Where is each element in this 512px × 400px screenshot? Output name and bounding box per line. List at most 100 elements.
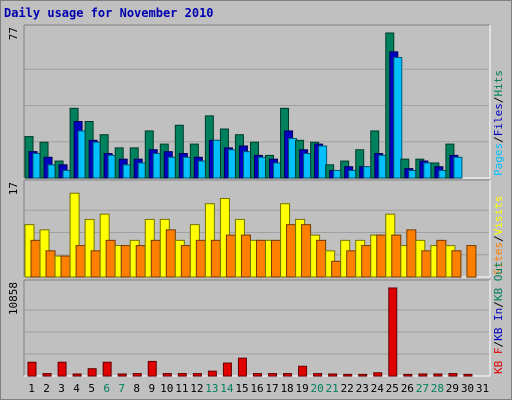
bar-kb-f-day-3 — [57, 361, 67, 377]
legend-separator: / — [492, 235, 505, 242]
bar-kb-f-day-25 — [388, 287, 398, 377]
x-tick-label-day-25: 25 — [386, 382, 399, 395]
bar-kb-f-day-24 — [373, 372, 383, 377]
bar-kb-f-day-14 — [222, 362, 232, 377]
x-tick-label-day-26: 26 — [401, 382, 414, 395]
x-tick-label-day-20: 20 — [311, 382, 324, 395]
x-tick-label-day-31: 31 — [476, 382, 489, 395]
bar-sites-day-11 — [180, 245, 191, 278]
bar-kb-f-day-18 — [283, 373, 293, 377]
bar-sites-day-16 — [255, 239, 266, 278]
x-tick-label-day-1: 1 — [28, 382, 35, 395]
x-tick-label-day-2: 2 — [43, 382, 50, 395]
bar-kb-f-day-29 — [448, 373, 458, 377]
bar-kb-f-day-21 — [328, 373, 338, 377]
bar-sites-day-17 — [271, 239, 282, 278]
bar-kb-f-day-19 — [298, 365, 308, 377]
bar-kb-f-day-6 — [102, 361, 112, 377]
legend-separator: / — [492, 341, 505, 348]
legend-item-pages: Pages — [492, 143, 505, 176]
bar-kb-f-day-16 — [252, 373, 262, 377]
bar-sites-day-10 — [165, 229, 176, 278]
x-tick-label-day-17: 17 — [265, 382, 278, 395]
bar-kb-f-day-2 — [42, 373, 52, 377]
legend-item-hits: Hits — [492, 70, 505, 97]
x-tick-label-day-22: 22 — [341, 382, 354, 395]
x-tick-label-day-23: 23 — [356, 382, 369, 395]
max-label: 17 — [7, 182, 20, 195]
legend-item-files: Files — [492, 103, 505, 136]
x-tick-label-day-6: 6 — [103, 382, 110, 395]
bar-kb-f-day-4 — [72, 373, 82, 377]
legend-separator: / — [492, 97, 505, 104]
legend-hits-files-pages: Pages/Files/Hits — [492, 70, 505, 176]
legend-separator: / — [492, 301, 505, 308]
bar-sites-day-20 — [316, 239, 327, 278]
bar-kb-f-day-8 — [132, 373, 142, 377]
x-tick-label-day-11: 11 — [175, 382, 188, 395]
bar-sites-day-8 — [135, 245, 146, 278]
x-tick-label-day-18: 18 — [280, 382, 293, 395]
bar-sites-day-18 — [286, 224, 297, 278]
bar-kb-f-day-7 — [117, 373, 127, 377]
bar-sites-day-30 — [466, 245, 477, 278]
legend-item-visits: Visits — [492, 196, 505, 236]
bar-kb-f-day-22 — [343, 373, 353, 377]
x-tick-label-day-10: 10 — [160, 382, 173, 395]
x-tick-label-day-27: 27 — [416, 382, 429, 395]
x-tick-label-day-13: 13 — [205, 382, 218, 395]
bar-sites-day-24 — [376, 234, 387, 278]
bar-sites-day-1 — [30, 239, 41, 278]
bar-kb-f-day-10 — [162, 373, 172, 377]
bar-kb-f-day-13 — [207, 370, 217, 377]
bar-sites-day-28 — [436, 239, 447, 278]
bar-sites-day-26 — [406, 229, 417, 278]
bar-sites-day-2 — [45, 250, 56, 278]
bar-sites-day-6 — [105, 239, 116, 278]
bar-sites-day-15 — [240, 234, 251, 278]
bar-sites-day-7 — [120, 245, 131, 278]
x-tick-label-day-19: 19 — [295, 382, 308, 395]
bar-visits-day-5 — [84, 218, 95, 278]
bar-sites-day-9 — [150, 239, 161, 278]
x-tick-label-day-12: 12 — [190, 382, 203, 395]
bar-kb-f-day-11 — [177, 373, 187, 377]
x-tick-label-day-28: 28 — [431, 382, 444, 395]
x-tick-label-day-30: 30 — [461, 382, 474, 395]
bar-kb-f-day-5 — [87, 368, 97, 377]
x-tick-label-day-15: 15 — [235, 382, 248, 395]
bar-sites-day-27 — [421, 250, 432, 278]
bar-sites-day-4 — [75, 245, 86, 278]
x-tick-label-day-7: 7 — [118, 382, 125, 395]
x-tick-label-day-16: 16 — [250, 382, 263, 395]
bar-sites-day-19 — [301, 224, 312, 278]
bar-sites-day-12 — [195, 239, 206, 278]
bar-sites-day-29 — [451, 250, 462, 278]
legend-kbytes: KB F/KB In/KB Out — [492, 261, 505, 374]
bar-kb-f-day-12 — [192, 373, 202, 377]
bar-kb-f-day-28 — [433, 373, 443, 377]
bar-pages-day-29 — [453, 156, 463, 179]
bar-sites-day-14 — [225, 234, 236, 278]
bar-kb-f-day-9 — [147, 360, 157, 377]
bar-sites-day-5 — [90, 250, 101, 278]
x-tick-label-day-24: 24 — [371, 382, 385, 395]
bar-pages-day-25 — [393, 56, 403, 179]
chart-title: Daily usage for November 2010 — [4, 6, 214, 20]
legend-separator: / — [492, 136, 505, 143]
max-label: 10858 — [7, 282, 20, 315]
bar-sites-day-13 — [210, 239, 221, 278]
legend-item-sites: Sites — [492, 242, 505, 275]
legend-item-kb-in: KB In — [492, 308, 505, 341]
legend-item-kb-f: KB F — [492, 348, 505, 375]
bar-kb-f-day-26 — [403, 373, 413, 377]
panel-kbytes — [24, 280, 490, 376]
bar-kb-f-day-17 — [268, 373, 278, 377]
bar-visits-day-4 — [69, 192, 80, 278]
bar-sites-day-3 — [60, 255, 71, 278]
legend-item-kb-out: KB Out — [492, 261, 505, 301]
bar-sites-day-25 — [391, 234, 402, 278]
bar-kb-f-day-15 — [237, 357, 247, 377]
bar-pages-day-20 — [318, 145, 328, 179]
